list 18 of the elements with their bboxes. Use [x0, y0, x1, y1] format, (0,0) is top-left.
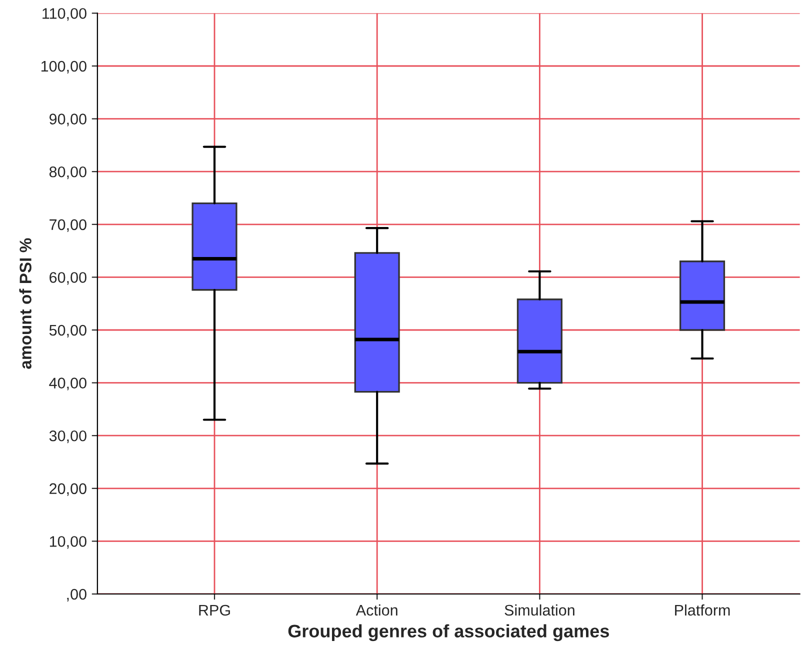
y-tick-label: 30,00: [49, 430, 86, 444]
y-tick-label: 80,00: [49, 166, 86, 180]
x-tick-label: Action: [356, 604, 398, 616]
y-tick-label: 70,00: [50, 219, 86, 232]
x-tick-label: Platform: [675, 604, 730, 616]
x-tick-label: Simulation: [504, 604, 574, 616]
y-tick-label: 10,00: [50, 536, 86, 549]
y-tick-label: 50,00: [49, 324, 86, 338]
y-axis-title: amount of PSI %: [19, 238, 32, 369]
y-tick-label: 100,00: [41, 60, 86, 74]
x-axis-title: Grouped genres of associated games: [288, 624, 609, 642]
y-tick-label: 40,00: [49, 378, 86, 390]
y-tick-label: 110,00: [42, 8, 86, 21]
y-tick-label: 60,00: [50, 272, 86, 285]
y-tick-label: 90,00: [50, 114, 86, 126]
y-tick-label: 20,00: [50, 483, 86, 496]
y-tick-label: ,00: [67, 588, 86, 602]
x-tick-label: RPG: [199, 604, 230, 616]
